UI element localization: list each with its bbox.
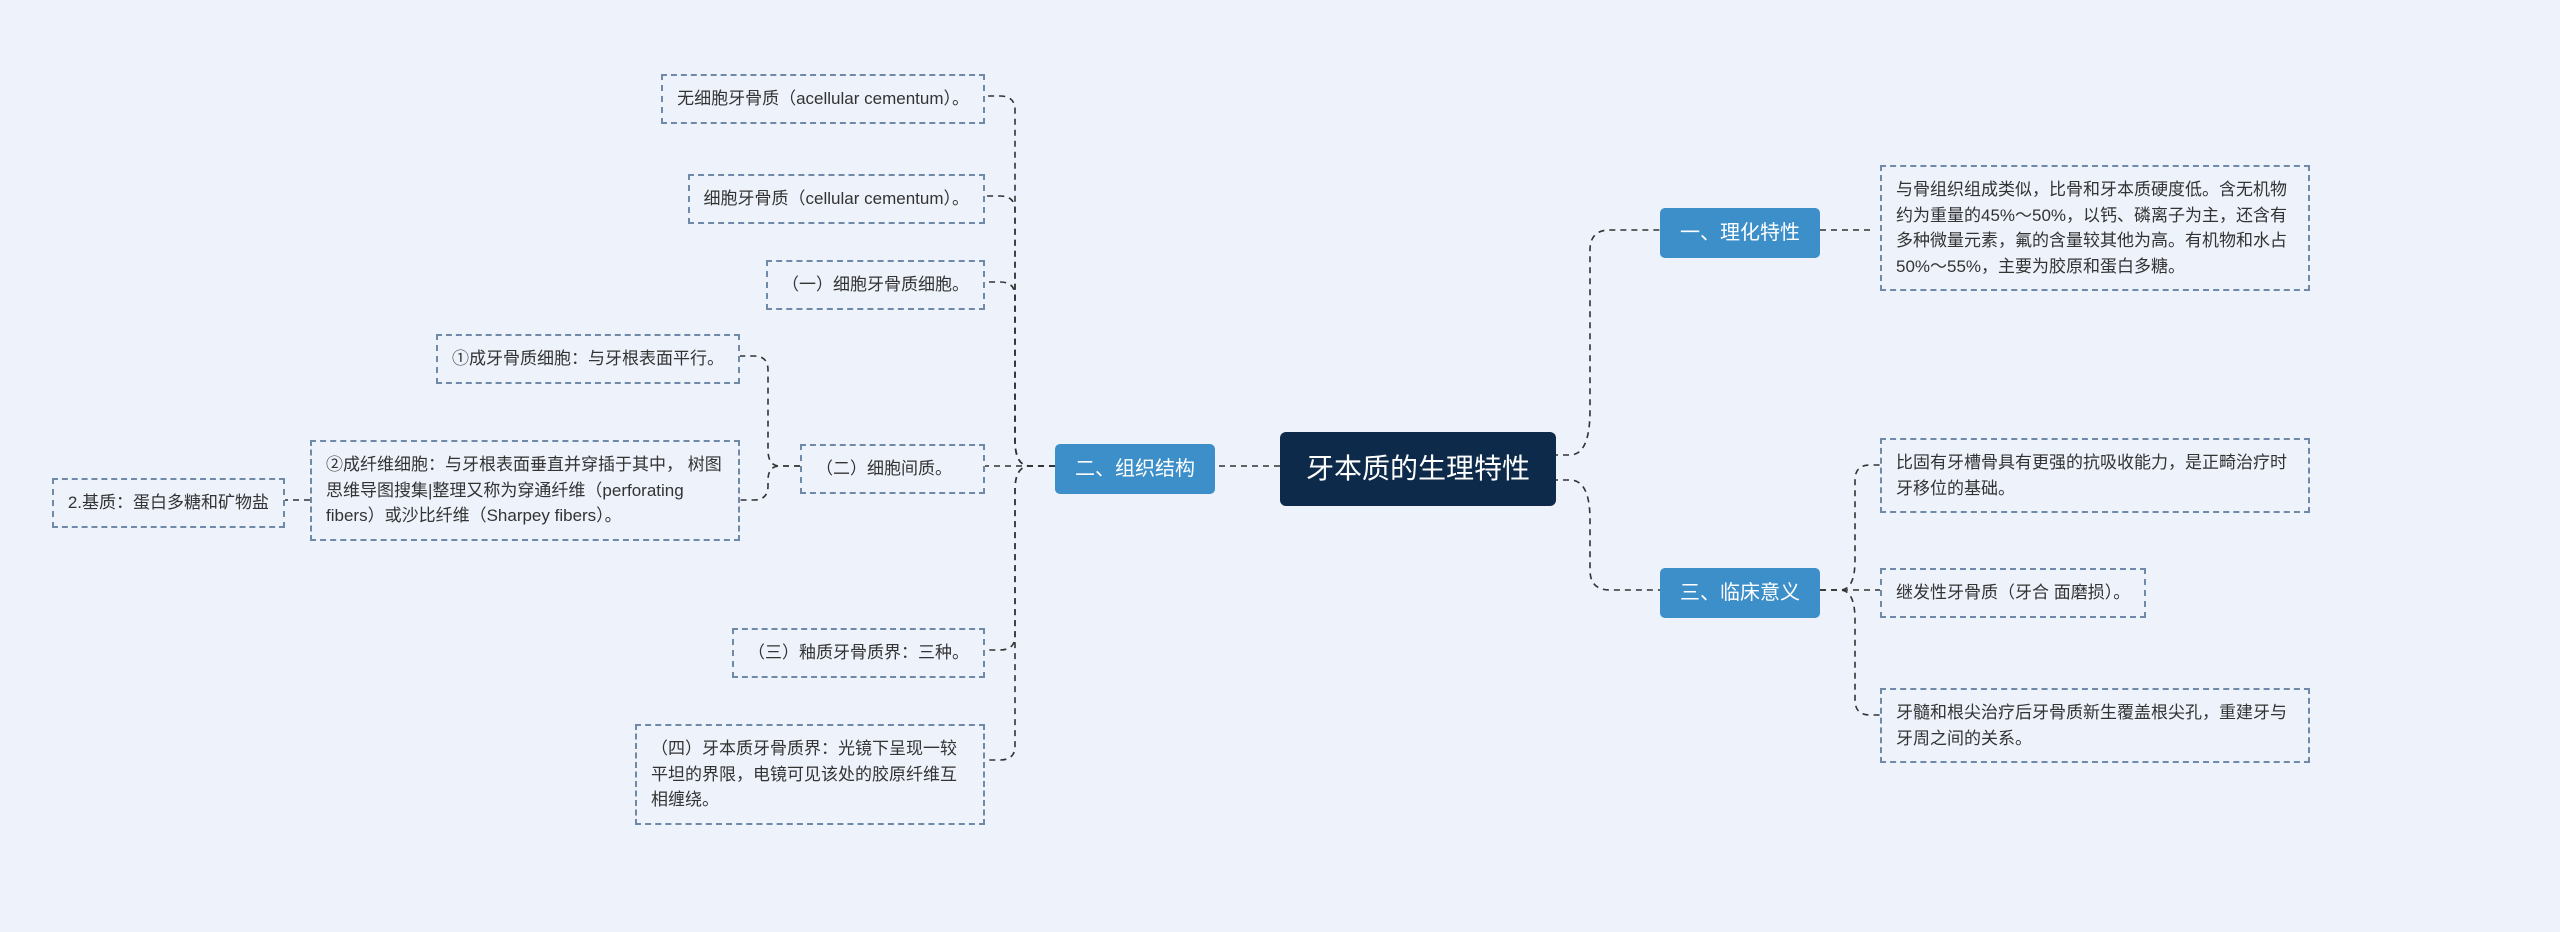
leaf-b3-1: 继发性牙骨质（牙合 面磨损）。 bbox=[1880, 568, 2146, 618]
leaf-b3-0: 比固有牙槽骨具有更强的抗吸收能力，是正畸治疗时牙移位的基础。 bbox=[1880, 438, 2310, 513]
branch-3: 三、临床意义 bbox=[1660, 568, 1820, 618]
leaf-b2-1: 细胞牙骨质（cellular cementum）。 bbox=[688, 174, 985, 224]
leaf-b2-3-1-0: 2.基质：蛋白多糖和矿物盐 bbox=[52, 478, 285, 528]
leaf-b2-4: （三）釉质牙骨质界：三种。 bbox=[732, 628, 985, 678]
leaf-b2-3-0: ①成牙骨质细胞：与牙根表面平行。 bbox=[436, 334, 740, 384]
leaf-b2-0: 无细胞牙骨质（acellular cementum）。 bbox=[661, 74, 985, 124]
leaf-b2-2: （一）细胞牙骨质细胞。 bbox=[766, 260, 985, 310]
leaf-b2-5: （四）牙本质牙骨质界：光镜下呈现一较平坦的界限，电镜可见该处的胶原纤维互相缠绕。 bbox=[635, 724, 985, 825]
leaf-b2-3: （二）细胞间质。 bbox=[800, 444, 985, 494]
leaf-b3-2: 牙髓和根尖治疗后牙骨质新生覆盖根尖孔，重建牙与牙周之间的关系。 bbox=[1880, 688, 2310, 763]
branch-2: 二、组织结构 bbox=[1055, 444, 1215, 494]
root-node: 牙本质的生理特性 bbox=[1280, 432, 1556, 506]
branch-1: 一、理化特性 bbox=[1660, 208, 1820, 258]
leaf-b2-3-1: ②成纤维细胞：与牙根表面垂直并穿插于其中， 树图思维导图搜集|整理又称为穿通纤维… bbox=[310, 440, 740, 541]
leaf-b1-0: 与骨组织组成类似，比骨和牙本质硬度低。含无机物约为重量的45%～50%，以钙、磷… bbox=[1880, 165, 2310, 291]
